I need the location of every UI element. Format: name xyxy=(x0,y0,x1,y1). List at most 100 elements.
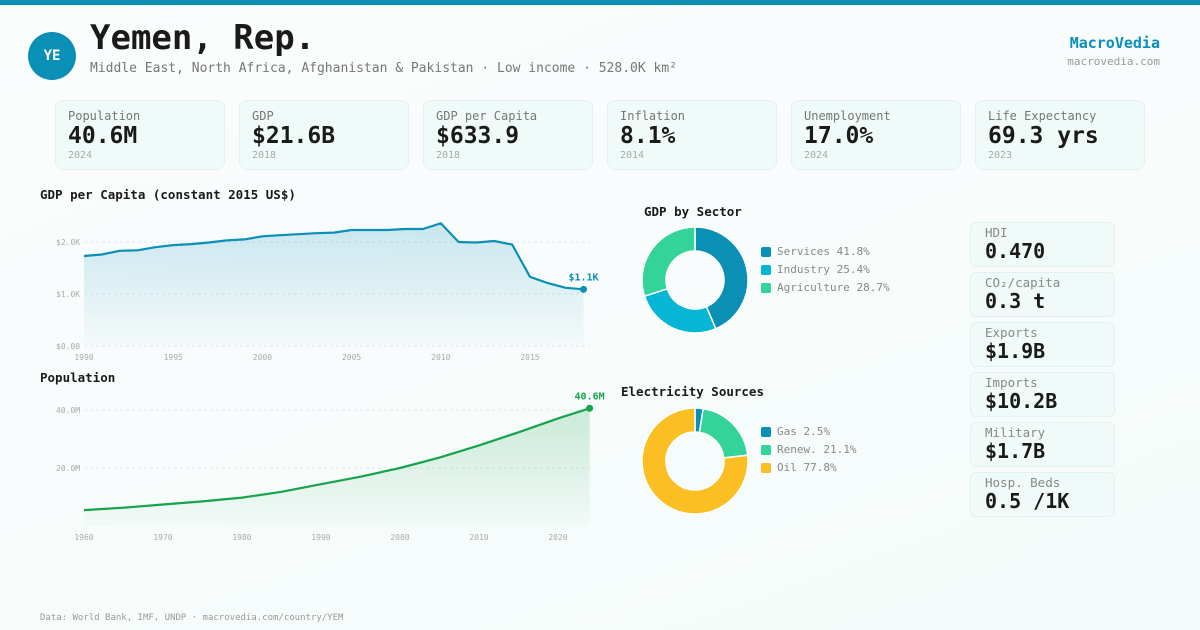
x-tick-label: 2000 xyxy=(253,353,272,362)
legend-swatch xyxy=(761,264,771,275)
stat-value: 69.3 yrs xyxy=(988,123,1099,149)
indicator-value: 0.3 t xyxy=(985,289,1046,313)
indicator-value: 0.5 /1K xyxy=(985,489,1070,513)
stat-label: GDP xyxy=(252,109,274,123)
legend-swatch xyxy=(761,444,771,455)
brand-logo[interactable]: MacroVedia xyxy=(1069,34,1160,52)
stat-year: 2023 xyxy=(988,150,1013,161)
x-tick-label: 2020 xyxy=(548,533,567,542)
page-title: Yemen, Rep. xyxy=(90,18,316,58)
indicator-value: $1.7B xyxy=(985,439,1046,463)
donut-slice xyxy=(643,287,717,334)
legend-swatch xyxy=(761,246,771,257)
legend-label: Renew. 21.1% xyxy=(777,443,857,456)
gdp-chart-title: GDP per Capita (constant 2015 US$) xyxy=(40,187,296,202)
indicator-value: $10.2B xyxy=(985,389,1058,413)
legend-swatch xyxy=(761,462,771,473)
series-line xyxy=(83,407,590,512)
stat-card-gdp-per-capita: GDP per Capita $633.9 2018 xyxy=(423,100,593,170)
stat-label: GDP per Capita xyxy=(436,109,538,123)
page-subtitle: Middle East, North Africa, Afghanistan &… xyxy=(90,61,677,76)
footer-source: Data: World Bank, IMF, UNDP · macrovedia… xyxy=(40,613,344,623)
end-point xyxy=(580,285,588,293)
stat-label: Unemployment xyxy=(804,109,891,123)
indicator-label: Imports xyxy=(985,375,1038,390)
y-tick-label: 20.0M xyxy=(56,464,80,473)
donut-slice xyxy=(694,226,749,330)
stat-label: Population xyxy=(68,109,141,123)
stat-card-inflation: Inflation 8.1% 2014 xyxy=(607,100,777,170)
stat-year: 2024 xyxy=(68,150,93,161)
stat-value: $633.9 xyxy=(436,123,520,149)
x-tick-label: 1990 xyxy=(74,353,93,362)
country-avatar: YE xyxy=(28,32,76,80)
legend-item: Oil 77.8% xyxy=(761,461,837,474)
stat-card-gdp: GDP $21.6B 2018 xyxy=(239,100,409,170)
indicator-card: Imports $10.2B xyxy=(970,372,1115,417)
stat-value: 8.1% xyxy=(620,123,676,149)
series-line xyxy=(83,222,584,291)
indicator-label: Military xyxy=(985,425,1046,440)
x-tick-label: 1960 xyxy=(74,533,93,542)
stat-year: 2014 xyxy=(620,150,645,161)
y-tick-label: $0.00 xyxy=(56,342,80,351)
legend-item: Industry 25.4% xyxy=(761,263,870,276)
x-tick-label: 1980 xyxy=(232,533,251,542)
stat-card-unemployment: Unemployment 17.0% 2024 xyxy=(791,100,961,170)
stat-value: 40.6M xyxy=(68,123,138,149)
indicator-label: HDI xyxy=(985,225,1008,240)
x-tick-label: 2010 xyxy=(469,533,488,542)
stat-year: 2018 xyxy=(252,150,277,161)
indicator-card: Hosp. Beds 0.5 /1K xyxy=(970,472,1115,517)
indicator-label: Hosp. Beds xyxy=(985,475,1061,490)
end-point xyxy=(586,404,594,412)
legend-swatch xyxy=(761,282,771,293)
area-fill xyxy=(84,408,590,526)
stat-label: Life Expectancy xyxy=(988,109,1097,123)
indicator-card: Military $1.7B xyxy=(970,422,1115,467)
legend-item: Renew. 21.1% xyxy=(761,443,856,456)
legend-label: Agriculture 28.7% xyxy=(777,281,890,294)
x-tick-label: 1995 xyxy=(164,353,183,362)
legend-label: Industry 25.4% xyxy=(777,263,870,276)
y-tick-label: $2.0K xyxy=(56,238,80,247)
x-tick-label: 1990 xyxy=(311,533,330,542)
indicator-value: $1.9B xyxy=(985,339,1046,363)
donut-slice xyxy=(641,407,749,515)
stat-year: 2018 xyxy=(436,150,461,161)
legend-label: Services 41.8% xyxy=(777,245,870,258)
sector-chart-title: GDP by Sector xyxy=(644,204,742,219)
stat-year: 2024 xyxy=(804,150,829,161)
area-fill xyxy=(84,223,584,346)
stat-value: 17.0% xyxy=(804,123,874,149)
x-tick-label: 2000 xyxy=(390,533,409,542)
legend-label: Oil 77.8% xyxy=(777,461,837,474)
indicator-card: HDI 0.470 xyxy=(970,222,1115,267)
end-value-label: 40.6M xyxy=(575,391,605,402)
stat-value: $21.6B xyxy=(252,123,336,149)
legend-swatch xyxy=(761,426,771,437)
stat-card-life-expectancy: Life Expectancy 69.3 yrs 2023 xyxy=(975,100,1145,170)
population-chart-title: Population xyxy=(40,370,116,385)
x-tick-label: 2015 xyxy=(520,353,539,362)
stat-card-population: Population 40.6M 2024 xyxy=(55,100,225,170)
indicator-label: Exports xyxy=(985,325,1038,340)
indicator-value: 0.470 xyxy=(985,239,1046,263)
y-tick-label: 40.0M xyxy=(56,406,80,415)
x-tick-label: 2005 xyxy=(342,353,361,362)
legend-item: Gas 2.5% xyxy=(761,425,830,438)
legend-item: Agriculture 28.7% xyxy=(761,281,890,294)
x-tick-label: 1970 xyxy=(153,533,172,542)
brand-url[interactable]: macrovedia.com xyxy=(1067,55,1160,68)
indicator-label: CO₂/capita xyxy=(985,275,1061,290)
y-tick-label: $1.0K xyxy=(56,290,80,299)
x-tick-label: 2010 xyxy=(431,353,450,362)
end-value-label: $1.1K xyxy=(568,272,598,283)
top-accent-bar xyxy=(0,0,1200,5)
legend-label: Gas 2.5% xyxy=(777,425,830,438)
electricity-chart-title: Electricity Sources xyxy=(621,384,764,399)
donut-slice xyxy=(641,226,696,298)
donut-slice xyxy=(698,407,749,459)
indicator-card: Exports $1.9B xyxy=(970,322,1115,367)
